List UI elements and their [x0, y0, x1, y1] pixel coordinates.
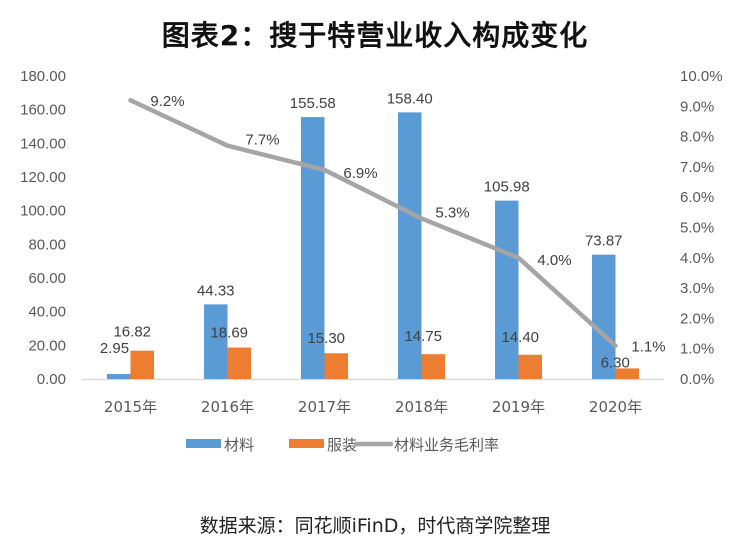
- legend-label: 材料: [224, 436, 254, 454]
- bar-material: [495, 200, 519, 379]
- source-note: 数据来源：同花顺iFinD，时代商学院整理: [199, 515, 551, 537]
- bar-material: [301, 117, 325, 380]
- bar-material: [592, 254, 616, 379]
- bar-apparel: [227, 347, 251, 379]
- label-apparel: 15.30: [307, 330, 345, 347]
- bar-apparel: [421, 354, 445, 379]
- left-axis-tick: 100.00: [20, 203, 66, 220]
- margin-line-path: [128, 97, 618, 348]
- data-labels: 2.95 44.33 155.58 158.40 105.98 73.87 16.82 18.…: [100, 90, 666, 371]
- left-axis-tick: 80.00: [28, 236, 66, 253]
- legend-item: 材料业务毛利率: [353, 436, 499, 454]
- x-axis-tick: 2016年: [201, 398, 254, 416]
- margin-line: [128, 97, 618, 348]
- label-apparel: 6.30: [601, 354, 630, 371]
- legend-label: 材料业务毛利率: [394, 436, 499, 454]
- legend-item: 服装: [289, 436, 357, 454]
- x-axis-tick: 2020年: [589, 398, 642, 416]
- right-axis-tick: 8.0%: [680, 129, 714, 146]
- left-axis-tick: 0.00: [37, 371, 66, 388]
- bar-apparel: [130, 350, 154, 379]
- right-axis-tick: 7.0%: [680, 159, 714, 176]
- label-margin: 7.7%: [245, 132, 279, 149]
- right-axis-tick: 3.0%: [680, 280, 714, 297]
- label-material: 44.33: [197, 282, 235, 299]
- legend-item: 材料: [186, 436, 254, 454]
- right-axis-tick: 1.0%: [680, 341, 714, 358]
- label-margin: 9.2%: [150, 93, 184, 110]
- label-margin: 5.3%: [435, 204, 469, 221]
- label-material: 2.95: [100, 340, 129, 357]
- bar-apparel: [518, 354, 542, 379]
- label-margin: 1.1%: [631, 339, 665, 356]
- left-axis-tick: 40.00: [28, 304, 66, 321]
- bar-material: [107, 374, 131, 379]
- label-apparel: 14.40: [501, 329, 539, 346]
- x-axis-tick: 2017年: [298, 398, 351, 416]
- legend-swatch: [289, 439, 324, 448]
- legend: 材料 服装 材料业务毛利率: [186, 436, 499, 454]
- legend-swatch: [186, 439, 221, 448]
- right-axis-tick: 0.0%: [680, 371, 714, 388]
- x-axis-tick: 2018年: [395, 398, 448, 416]
- right-axis-tick: 10.0%: [680, 68, 723, 85]
- chart-title: 图表2：搜于特营业收入构成变化: [161, 19, 589, 52]
- x-axis-tick: 2019年: [492, 398, 545, 416]
- bar-apparel: [324, 353, 348, 379]
- label-apparel: 18.69: [210, 325, 248, 342]
- left-axis-tick: 120.00: [20, 169, 66, 186]
- label-material: 155.58: [290, 95, 336, 112]
- right-axis-tick: 9.0%: [680, 98, 714, 115]
- x-axis-tick: 2015年: [104, 398, 157, 416]
- label-margin: 4.0%: [537, 252, 571, 269]
- right-axis-tick: 4.0%: [680, 250, 714, 267]
- right-axis-tick: 5.0%: [680, 220, 714, 237]
- label-margin: 6.9%: [343, 165, 377, 182]
- left-axis-tick: 60.00: [28, 270, 66, 287]
- legend-label: 服装: [327, 436, 357, 454]
- right-axis-tick: 2.0%: [680, 310, 714, 327]
- bar-apparel: [615, 368, 639, 379]
- left-axis-tick: 140.00: [20, 135, 66, 152]
- left-axis-tick: 20.00: [28, 337, 66, 354]
- label-material: 105.98: [484, 179, 530, 196]
- label-material: 158.40: [387, 90, 433, 107]
- right-axis-tick: 6.0%: [680, 189, 714, 206]
- bars: [107, 112, 639, 380]
- axes: 0.00 20.00 40.00 60.00 80.00 100.00 120.00 140.…: [20, 68, 722, 416]
- left-axis-tick: 160.00: [20, 102, 66, 119]
- label-material: 73.87: [585, 233, 623, 250]
- label-apparel: 14.75: [404, 328, 442, 345]
- label-apparel: 16.82: [113, 324, 151, 341]
- bar-material: [398, 112, 422, 380]
- left-axis-tick: 180.00: [20, 68, 66, 85]
- bar-material: [204, 304, 228, 379]
